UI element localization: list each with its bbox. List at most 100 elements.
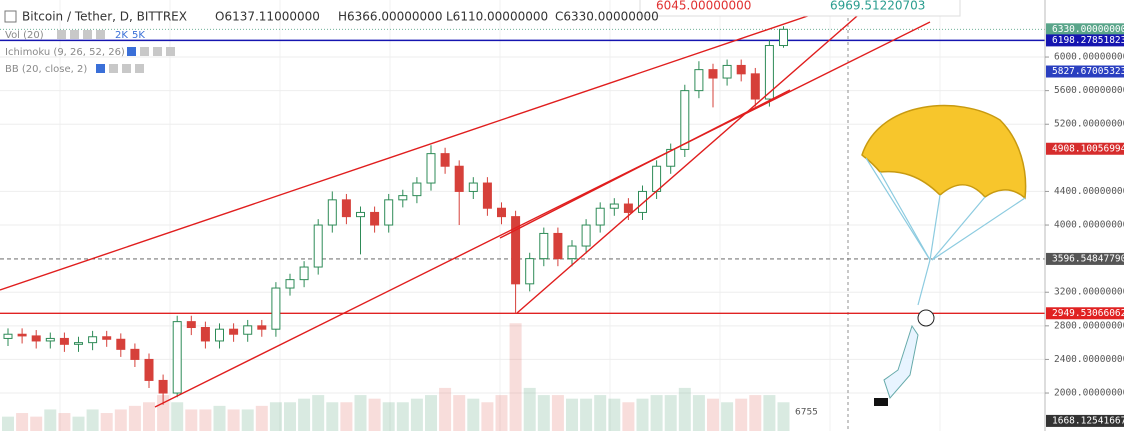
price-lines bbox=[0, 28, 1045, 314]
volume-bar bbox=[58, 413, 71, 431]
indicator-label[interactable]: Ichimoku (9, 26, 52, 26) bbox=[5, 47, 125, 58]
price-badge bbox=[1046, 307, 1124, 320]
volume-bar bbox=[382, 402, 395, 431]
candle-body bbox=[609, 203, 619, 209]
icon[interactable] bbox=[135, 64, 144, 73]
volume-bar bbox=[86, 409, 99, 431]
volume-bar bbox=[594, 395, 607, 431]
candle-body bbox=[511, 216, 521, 285]
candle-body bbox=[215, 328, 224, 342]
trend-line bbox=[0, 4, 841, 291]
candle-body bbox=[398, 195, 408, 201]
candle-body bbox=[186, 321, 196, 329]
icon[interactable] bbox=[122, 64, 131, 73]
indicator-label[interactable]: Vol (20) bbox=[5, 30, 44, 41]
candle-body bbox=[736, 64, 746, 75]
volume-bar bbox=[213, 405, 226, 431]
volume-bar bbox=[749, 395, 762, 431]
icon[interactable] bbox=[70, 30, 79, 39]
volume-bar bbox=[44, 409, 57, 431]
candle-body bbox=[341, 199, 351, 218]
icon[interactable] bbox=[83, 30, 92, 39]
volume-bar bbox=[255, 405, 268, 431]
body bbox=[883, 324, 919, 399]
candle-body bbox=[567, 245, 577, 260]
corner-label: 6755 bbox=[795, 408, 818, 418]
icon[interactable] bbox=[153, 47, 162, 56]
volume-bar bbox=[354, 395, 367, 431]
volume-bar bbox=[692, 395, 705, 431]
price-badge bbox=[1046, 142, 1124, 155]
icon[interactable] bbox=[57, 30, 66, 39]
volume-bar bbox=[481, 402, 494, 431]
cords bbox=[865, 157, 1026, 306]
icon[interactable] bbox=[96, 30, 105, 39]
volume-bar bbox=[566, 398, 578, 431]
volume-bar bbox=[763, 395, 776, 431]
ohlc-low: L6110.00000000 bbox=[446, 10, 548, 24]
candle-body bbox=[200, 327, 210, 342]
candle-body bbox=[17, 333, 27, 337]
volume-bar bbox=[340, 402, 353, 431]
candle-body bbox=[299, 266, 309, 281]
volume-bar bbox=[171, 402, 184, 431]
candle-body bbox=[45, 337, 55, 342]
volume-bar bbox=[777, 402, 790, 431]
candle-body bbox=[638, 190, 647, 213]
price-badge-label: 1668.12541667 bbox=[1052, 415, 1124, 426]
volume-bar bbox=[622, 402, 635, 431]
candles bbox=[3, 26, 788, 405]
indicator-label[interactable]: BB (20, close, 2) bbox=[5, 64, 87, 75]
volume-bar bbox=[2, 416, 14, 431]
volume-bar bbox=[396, 402, 409, 431]
icon[interactable] bbox=[96, 64, 105, 73]
candle-body bbox=[454, 165, 464, 192]
candle-body bbox=[356, 211, 365, 218]
candle-body bbox=[595, 207, 605, 226]
volume-bar bbox=[664, 395, 677, 431]
volume-bar bbox=[30, 416, 43, 431]
y-tick-label: 5200.00000000 bbox=[1054, 119, 1124, 130]
volume-bar bbox=[199, 409, 212, 431]
candle-body bbox=[384, 199, 394, 226]
candle-body bbox=[666, 148, 676, 167]
canopy bbox=[861, 104, 1027, 200]
volume-bar bbox=[410, 398, 423, 431]
icon[interactable] bbox=[166, 47, 175, 56]
volume-bar bbox=[636, 398, 649, 431]
candle-body bbox=[553, 232, 563, 260]
candle-body bbox=[271, 287, 281, 330]
collapse-icon[interactable] bbox=[4, 10, 17, 23]
volume-bar bbox=[580, 398, 593, 431]
head bbox=[917, 309, 935, 327]
volume-bar bbox=[16, 413, 29, 431]
volume-bar bbox=[227, 409, 240, 431]
trend-line bbox=[516, 2, 873, 314]
volume-bar bbox=[326, 402, 339, 431]
price-axis: 2000.00000000 2400.00000000 2800.00000000 3… bbox=[1045, 23, 1124, 427]
candle-body bbox=[158, 379, 168, 394]
price-badge-label: 5827.67005323 bbox=[1052, 66, 1124, 77]
ohlc-open: O6137.11000000 bbox=[215, 10, 320, 24]
volume-value: 5K bbox=[132, 30, 145, 41]
y-tick-label: 2000.00000000 bbox=[1054, 388, 1124, 399]
y-tick-label: 4400.00000000 bbox=[1054, 186, 1124, 197]
candle-body bbox=[652, 165, 662, 192]
trend-line bbox=[154, 21, 931, 408]
price-badge-label: 6330.00000000 bbox=[1052, 24, 1124, 35]
candle-body bbox=[102, 336, 112, 340]
candle-body bbox=[370, 211, 380, 226]
volume-bar bbox=[537, 395, 550, 431]
icon[interactable] bbox=[140, 47, 149, 56]
candle-body bbox=[74, 342, 83, 345]
icon[interactable] bbox=[109, 64, 118, 73]
price-badge bbox=[1046, 34, 1124, 47]
icon[interactable] bbox=[127, 47, 136, 56]
y-tick-label: 5600.00000000 bbox=[1054, 85, 1124, 96]
candle-body bbox=[525, 258, 535, 285]
trend-line bbox=[499, 89, 791, 239]
volume-bar bbox=[509, 323, 522, 431]
